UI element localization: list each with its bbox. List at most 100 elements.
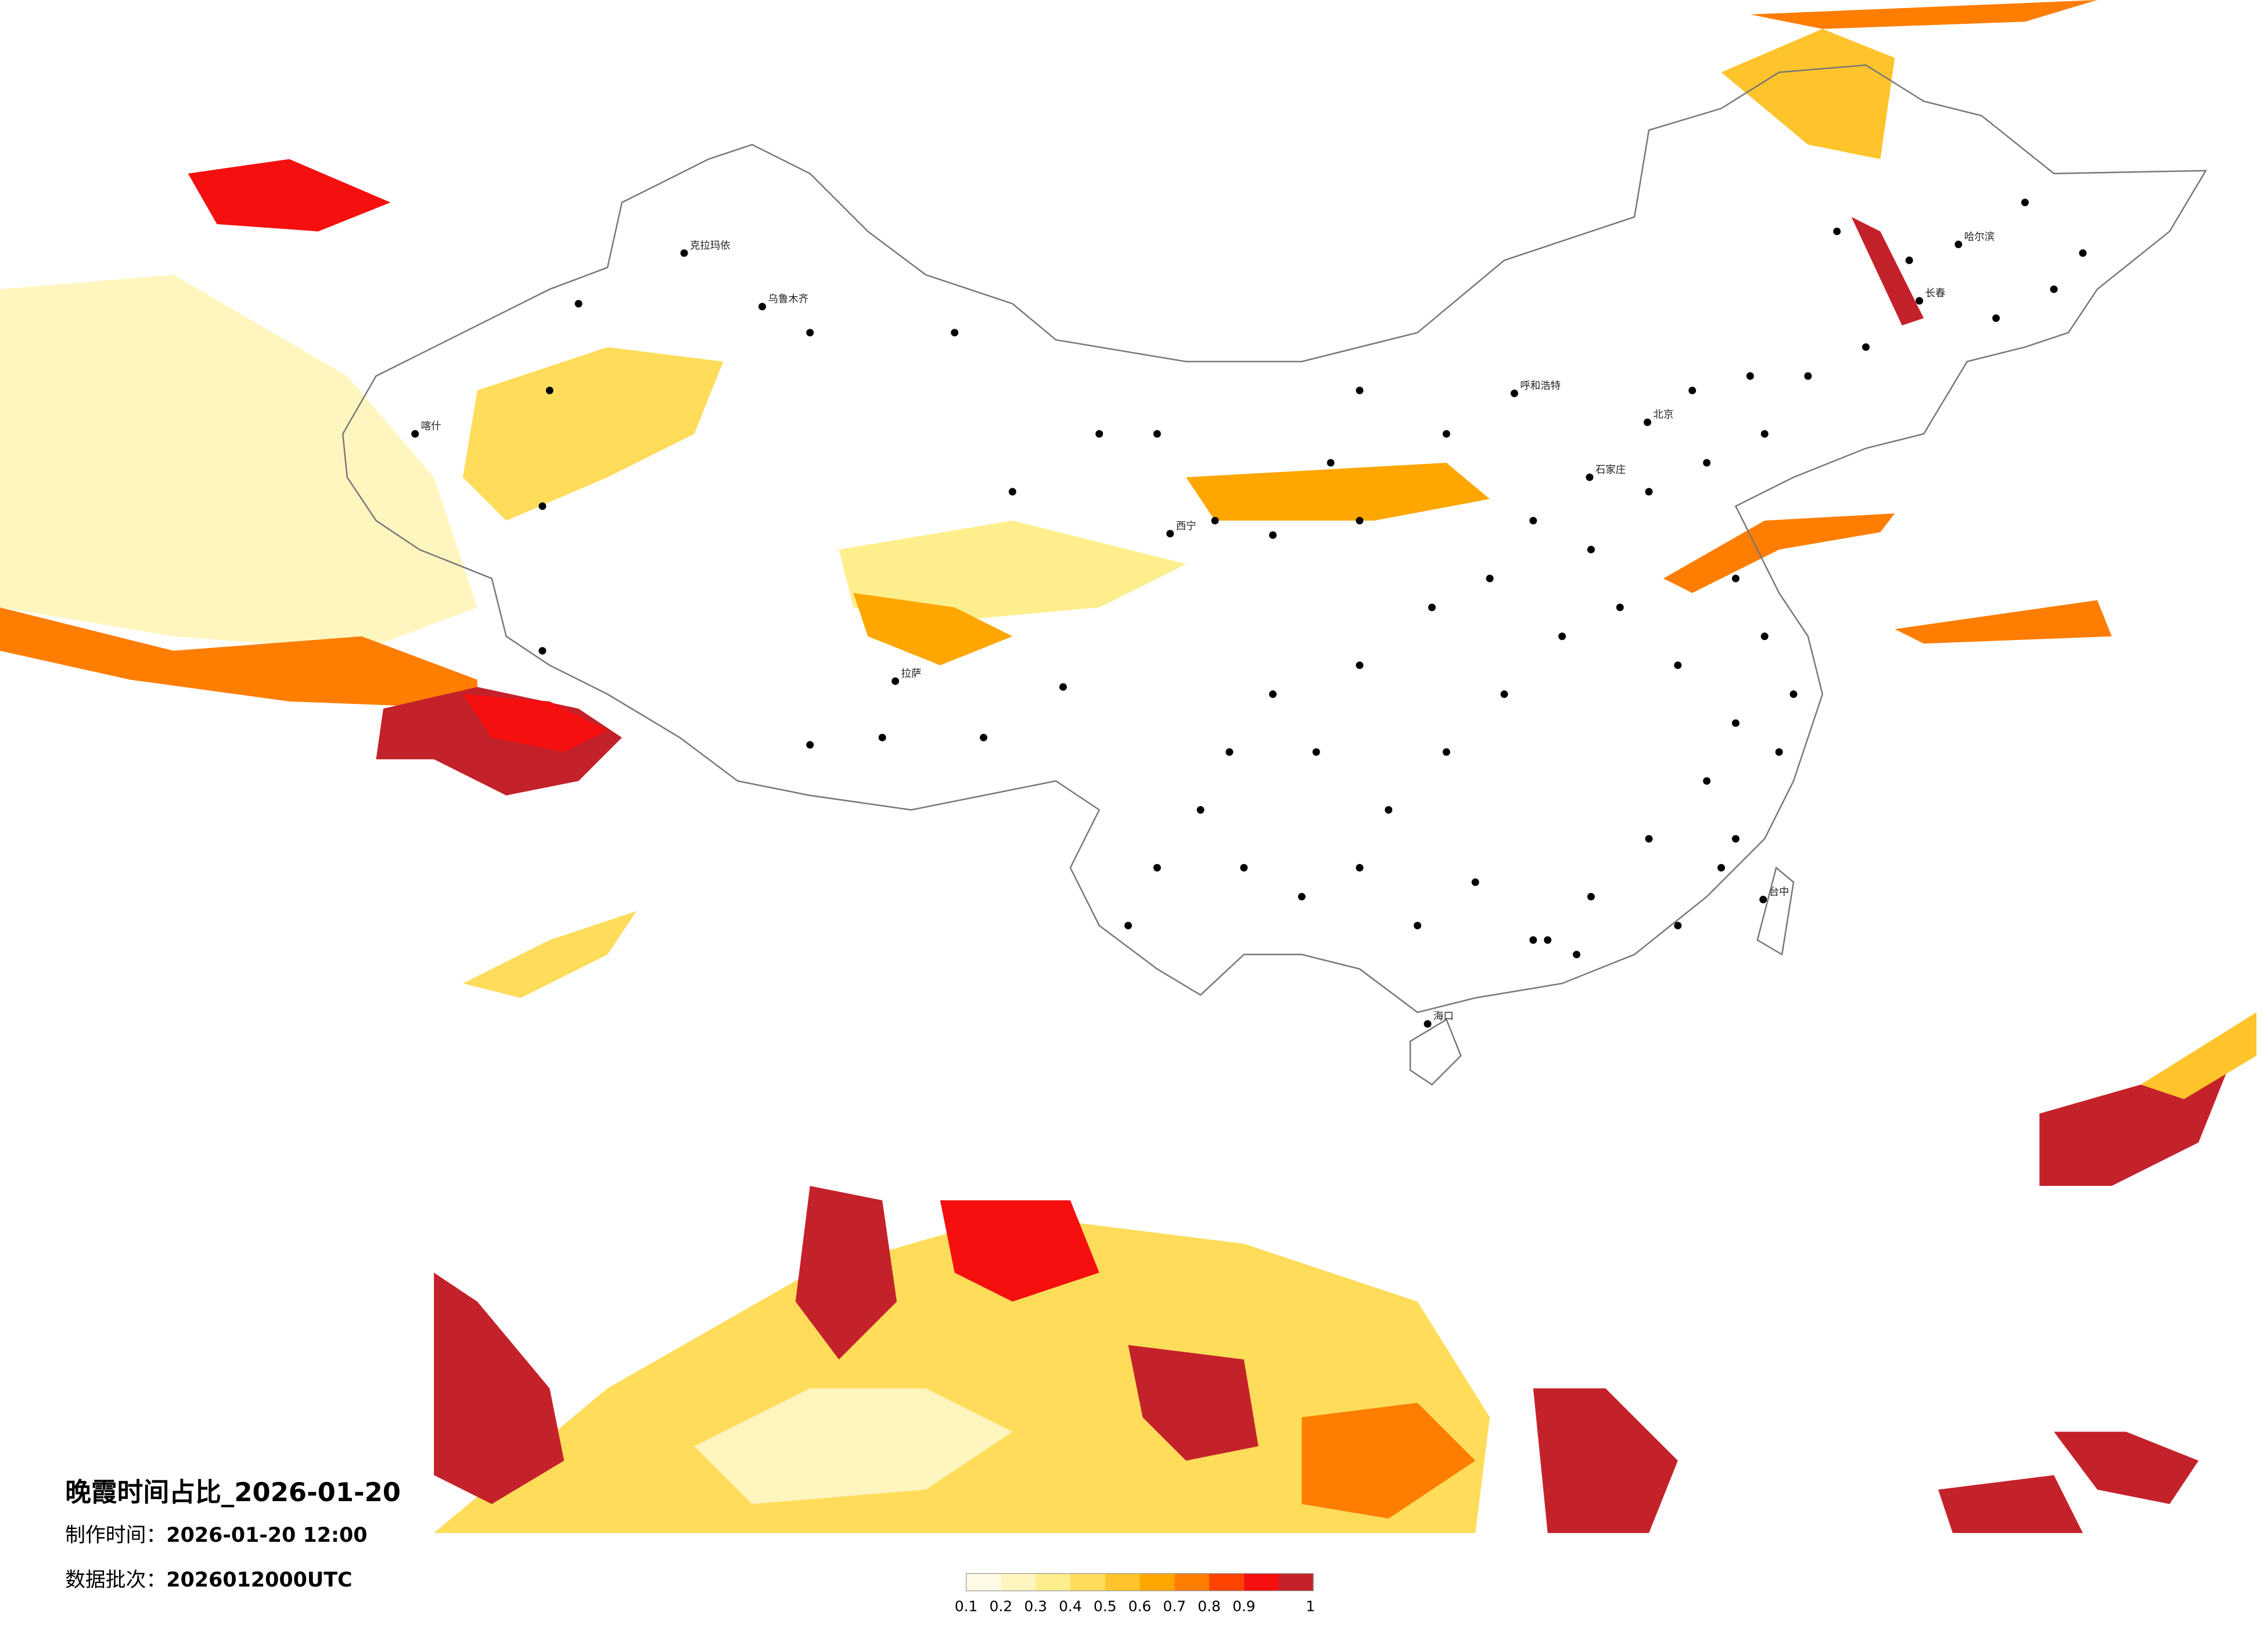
city-dot: [1992, 314, 2000, 322]
city-dot: [2050, 285, 2058, 293]
city-label: 西宁: [1176, 520, 1196, 532]
city-dot: [1905, 256, 1913, 264]
city-label: 拉萨: [901, 668, 922, 680]
city-dot: [1732, 834, 1739, 843]
city-dot: [1166, 530, 1174, 538]
city-dot: [878, 733, 886, 742]
city-dot: [545, 386, 553, 394]
city-dot: [1789, 690, 1798, 698]
field-south-red3: [940, 1200, 1099, 1302]
batch-label: 数据批次：: [65, 1569, 166, 1592]
city-dot: [1833, 227, 1841, 235]
field-south-red5: [1533, 1388, 1678, 1533]
colorbar-swatch: [1278, 1573, 1314, 1591]
country-outline: [342, 64, 2208, 1013]
colorbar-tick-label: 0.8: [1198, 1598, 1221, 1614]
city-dot: [1385, 806, 1393, 814]
field: [0, 0, 2257, 1533]
city-dot: [1471, 878, 1479, 886]
city-dot: [1688, 386, 1696, 394]
colorbar-swatch: [1209, 1573, 1244, 1591]
city-dot: [1356, 386, 1364, 394]
city-label: 呼和浩特: [1520, 380, 1561, 392]
city-dot: [1153, 864, 1161, 872]
colorbar-swatch: [1036, 1573, 1070, 1591]
field-pacific-band: [1895, 600, 2112, 644]
city-dot: [1674, 922, 1682, 930]
city-dot: [1760, 430, 1769, 438]
city-dot: [1862, 343, 1870, 351]
colorbar-tick-label: 0.7: [1163, 1598, 1186, 1614]
city-dot: [2079, 249, 2087, 257]
field-pacific: [2039, 1070, 2228, 1186]
field-east: [1663, 513, 1895, 593]
field-nw: [188, 159, 391, 232]
city-dot: [1645, 488, 1653, 496]
city-dot: [538, 502, 547, 510]
city-dot: [1954, 240, 1963, 249]
city-dot: [680, 249, 688, 257]
city-dot: [1558, 632, 1566, 641]
colorbar-tick-label: 0.2: [990, 1598, 1013, 1614]
city-dot: [758, 303, 766, 311]
city-dot: [1586, 473, 1594, 481]
colorbar-tick-label: 0.6: [1128, 1598, 1152, 1614]
city-dot: [1312, 748, 1320, 756]
city-dot: [1703, 777, 1711, 785]
city-label: 喀什: [421, 421, 441, 433]
city-dot: [411, 430, 419, 438]
produced-label: 制作时间：: [65, 1524, 166, 1547]
city-dot: [1414, 922, 1422, 930]
city-dot: [1269, 531, 1277, 539]
city-dot: [979, 733, 987, 742]
city-dot: [806, 741, 814, 749]
title: 晚霞时间占比_2026-01-20: [65, 1477, 401, 1508]
city-dot: [1240, 864, 1248, 872]
city-dot: [1529, 936, 1537, 944]
colorbar-swatch: [966, 1573, 1001, 1591]
city-dot: [951, 329, 959, 337]
field-north: [1186, 462, 1490, 521]
city-dot: [1196, 806, 1205, 814]
city-dot: [1059, 683, 1067, 691]
city-label: 北京: [1654, 409, 1674, 421]
field-ne: [1721, 28, 1895, 159]
city-dot: [1732, 719, 1739, 727]
colorbar-tick-label: 0.5: [1094, 1598, 1117, 1614]
field-pacific-y: [2140, 1012, 2257, 1099]
field-indochina: [462, 911, 637, 998]
city-dot: [892, 677, 900, 685]
city-dot: [1424, 1020, 1432, 1028]
city-dot: [1587, 545, 1595, 553]
city-label: 乌鲁木齐: [768, 293, 808, 305]
city-label: 石家庄: [1595, 464, 1626, 476]
city-dot: [1297, 893, 1306, 901]
city-label: 台中: [1769, 887, 1789, 898]
batch: 数据批次：2026012000UTC: [65, 1569, 353, 1592]
colorbar-swatch: [1140, 1573, 1175, 1591]
produced: 制作时间：2026-01-20 12:00: [65, 1524, 367, 1547]
city-dot: [1775, 748, 1783, 756]
city-dot: [1587, 893, 1595, 901]
field-xinjiang: [462, 347, 724, 521]
colorbar-swatch: [1243, 1573, 1279, 1591]
field-top: [1750, 0, 2098, 29]
colorbar-tick-label: 1: [1306, 1598, 1315, 1614]
colorbar-frame: [965, 1573, 1314, 1592]
island-taiwan: [1756, 866, 1795, 956]
city-dot: [574, 300, 583, 308]
colorbar-tick-label: 0.9: [1232, 1598, 1256, 1614]
city-dot: [1356, 517, 1364, 525]
city-dot: [1703, 459, 1711, 467]
field-tibet-o: [853, 593, 1013, 665]
city-label: 克拉玛依: [690, 240, 731, 251]
city-dot: [1442, 430, 1450, 438]
field-south-o: [1302, 1402, 1476, 1519]
city-dot: [1500, 690, 1508, 698]
city-dot: [1573, 951, 1581, 959]
island-hainan: [1409, 1018, 1462, 1086]
city-dot: [1760, 632, 1769, 641]
